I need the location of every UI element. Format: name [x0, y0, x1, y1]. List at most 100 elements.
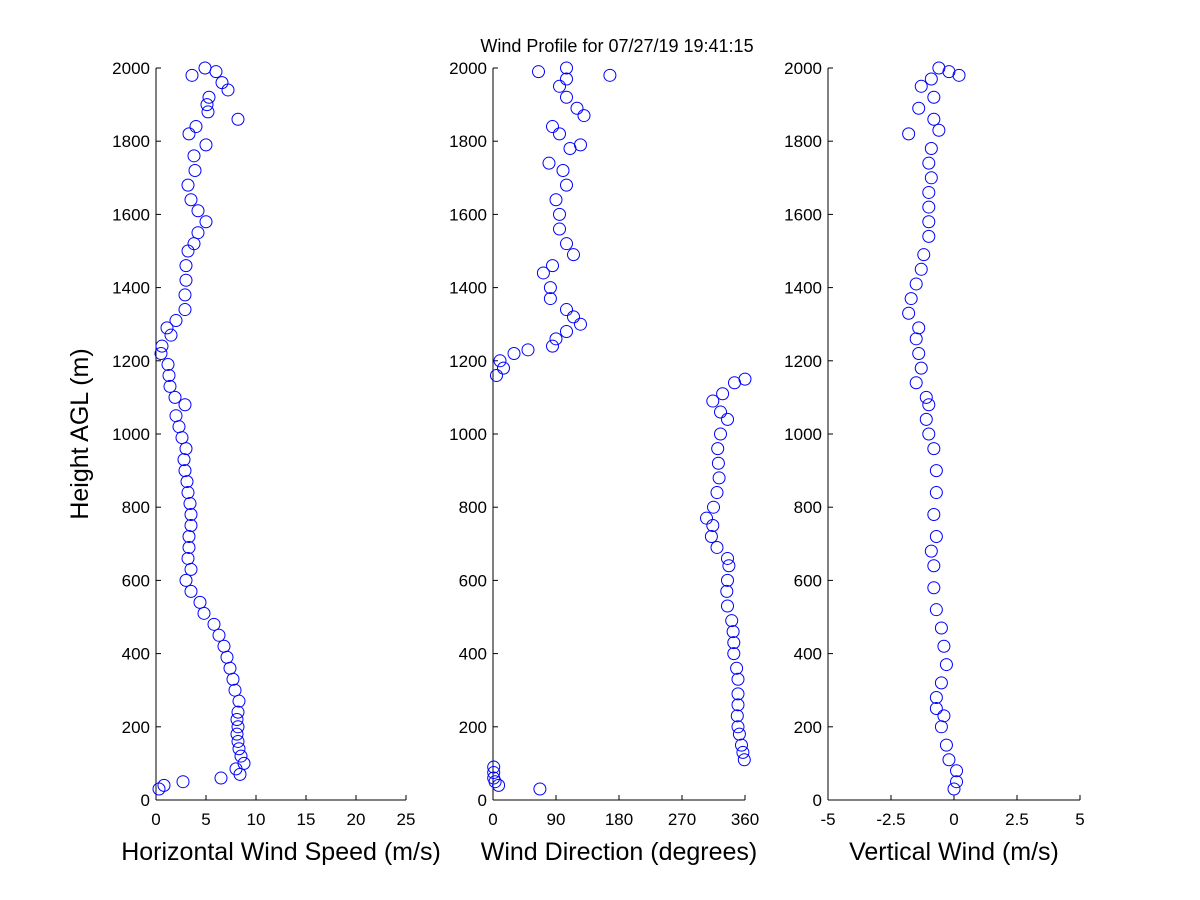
data-point: [922, 185, 936, 199]
data-point: [199, 215, 213, 229]
data-point: [197, 606, 211, 620]
data-point: [184, 193, 198, 207]
data-point: [942, 65, 956, 79]
data-point: [934, 720, 948, 734]
y-tick-label: 1000: [449, 425, 487, 444]
data-point: [169, 314, 183, 328]
y-tick-label: 1000: [112, 425, 150, 444]
x-tick-label: 10: [247, 810, 266, 829]
data-point: [232, 742, 246, 756]
data-point: [950, 775, 964, 789]
y-tick-label: 800: [794, 498, 822, 517]
data-point: [570, 101, 584, 115]
data-point: [162, 368, 176, 382]
data-point: [932, 61, 946, 75]
data-point: [542, 156, 556, 170]
data-point: [560, 90, 573, 104]
data-point: [180, 475, 194, 489]
data-point: [553, 79, 566, 93]
data-point: [574, 138, 587, 152]
data-point: [221, 83, 235, 97]
data-point: [722, 559, 736, 573]
x-axis-label: Horizontal Wind Speed (m/s): [121, 838, 441, 866]
data-point: [574, 317, 587, 331]
data-point: [560, 72, 573, 86]
x-tick-label: 180: [605, 810, 633, 829]
data-point: [721, 573, 734, 587]
data-point: [507, 346, 521, 360]
data-point: [737, 753, 751, 767]
data-point: [711, 456, 725, 470]
data-point: [229, 762, 243, 776]
data-point: [914, 79, 928, 93]
data-point: [919, 412, 933, 426]
data-point: [215, 76, 229, 90]
data-point: [209, 65, 223, 79]
data-point: [912, 321, 926, 335]
y-tick-label: 1800: [784, 132, 822, 151]
data-point: [178, 303, 192, 317]
y-tick-label: 600: [122, 571, 150, 590]
y-tick-label: 800: [459, 498, 487, 517]
data-point: [183, 497, 197, 511]
x-tick-label: 0: [151, 810, 160, 829]
x-axis-label: Wind Direction (degrees): [481, 838, 758, 866]
data-point: [179, 573, 193, 587]
x-tick-label: -2.5: [876, 810, 905, 829]
data-point: [220, 650, 234, 664]
data-point: [700, 511, 713, 525]
data-point: [490, 368, 503, 382]
data-point: [914, 361, 928, 375]
panel-3: 0 200 400 600 800 1000 1200 1400 1600 1800 2000 -5 -…: [784, 59, 1085, 866]
data-point: [233, 767, 247, 781]
y-tick-label: 1600: [112, 205, 150, 224]
data-point: [902, 306, 916, 320]
data-point: [927, 442, 941, 456]
data-point: [553, 127, 566, 141]
y-tick-label: 200: [122, 718, 150, 737]
data-point: [919, 390, 933, 404]
data-point: [546, 339, 559, 353]
y-tick-label: 600: [459, 571, 487, 590]
x-tick-label: 90: [547, 810, 566, 829]
data-point: [922, 229, 936, 243]
y-tick-label: 1400: [784, 279, 822, 298]
y-axis-label: Height AGL (m): [66, 348, 94, 519]
y-tick-label: 400: [122, 645, 150, 664]
data-point: [187, 149, 201, 163]
data-point: [912, 101, 926, 115]
data-point: [567, 248, 580, 262]
data-point: [157, 778, 171, 792]
data-point: [191, 204, 205, 218]
data-point: [187, 237, 201, 251]
data-point: [188, 163, 202, 177]
panel-2: 0 200 400 600 800 1000 1200 1400 1600 1800 2000 0 90…: [449, 59, 759, 866]
y-tick-label: 1200: [784, 352, 822, 371]
data-point: [185, 68, 199, 82]
data-point: [720, 584, 734, 598]
data-point: [712, 471, 726, 485]
chart-title: Wind Profile for 07/27/19 19:41:15: [480, 36, 753, 56]
y-tick-label: 2000: [449, 59, 487, 78]
data-point: [160, 321, 174, 335]
data-point: [169, 409, 183, 423]
data-point: [230, 727, 244, 741]
y-tick-label: 200: [794, 718, 822, 737]
data-point: [909, 277, 923, 291]
data-point: [175, 431, 189, 445]
data-point: [231, 705, 245, 719]
data-point: [603, 68, 617, 82]
data-point: [937, 639, 951, 653]
x-axis-label: Vertical Wind (m/s): [849, 838, 1059, 866]
data-point: [234, 749, 248, 763]
data-point: [178, 288, 192, 302]
data-point: [230, 712, 244, 726]
data-point: [487, 760, 501, 774]
data-point: [560, 325, 573, 339]
y-tick-label: 800: [122, 498, 150, 517]
data-point: [927, 508, 941, 522]
data-point: [731, 720, 745, 734]
data-point: [714, 427, 727, 441]
data-point: [200, 98, 214, 112]
